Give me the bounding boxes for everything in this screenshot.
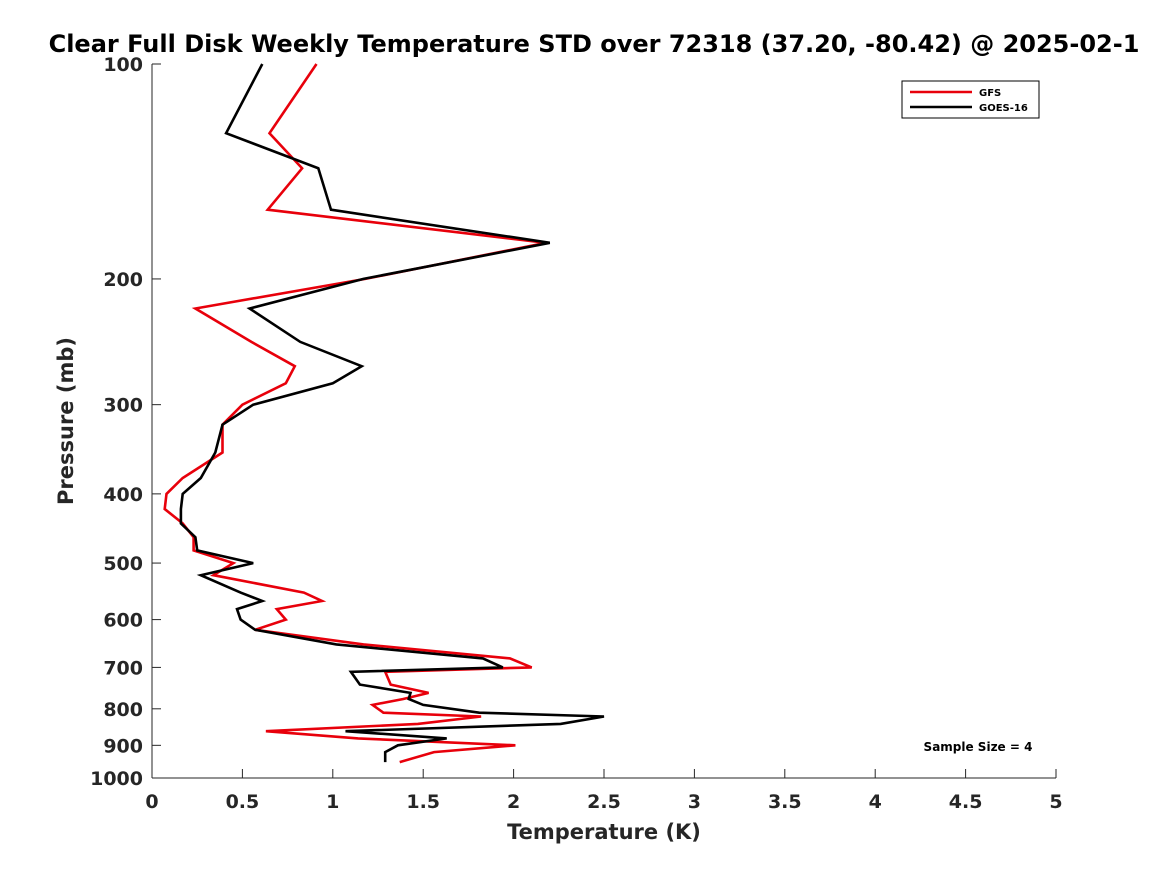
y-axis-label: Pressure (mb) <box>54 337 78 505</box>
legend-label-gfs: GFS <box>979 88 1001 99</box>
x-tick-label: 3.5 <box>768 791 802 813</box>
y-tick-label: 300 <box>103 395 143 417</box>
series-line-gfs <box>163 63 547 764</box>
y-tick-label: 900 <box>103 735 143 757</box>
legend-box <box>901 80 1040 119</box>
chart-title: Clear Full Disk Weekly Temperature STD o… <box>49 30 1140 58</box>
legend-label-goes-16: GOES-16 <box>979 103 1028 114</box>
x-tick-label: 1 <box>326 791 339 813</box>
x-tick-label: 4 <box>869 791 882 813</box>
y-tick-label: 800 <box>103 699 143 721</box>
y-tick-label: 700 <box>103 657 143 679</box>
y-tick-label: 600 <box>103 610 143 632</box>
x-tick-label: 0.5 <box>226 791 260 813</box>
x-tick-label: 5 <box>1049 791 1062 813</box>
x-tick-label: 2 <box>507 791 520 813</box>
x-axis-label: Temperature (K) <box>507 820 701 844</box>
y-tick-label: 200 <box>103 269 143 291</box>
x-tick-label: 0 <box>145 791 158 813</box>
y-tick-label: 500 <box>103 553 143 575</box>
y-tick-label: 400 <box>103 484 143 506</box>
axes: 0 0.5 1 1.5 2 2.5 3 3.5 4 4.5 5 100 200 300 400 500 600 7… <box>90 54 1063 813</box>
x-tick-label: 3 <box>688 791 701 813</box>
x-tick-label: 1.5 <box>406 791 440 813</box>
x-tick-label: 2.5 <box>587 791 621 813</box>
legend: GFS GOES-16 <box>901 80 1040 119</box>
x-tick-label: 4.5 <box>949 791 983 813</box>
sample-size-annotation: Sample Size = 4 <box>924 740 1033 754</box>
series-layer <box>163 63 605 764</box>
y-tick-label: 100 <box>103 54 143 76</box>
series-line-goes-16 <box>179 63 605 763</box>
y-tick-label: 1000 <box>90 768 143 790</box>
